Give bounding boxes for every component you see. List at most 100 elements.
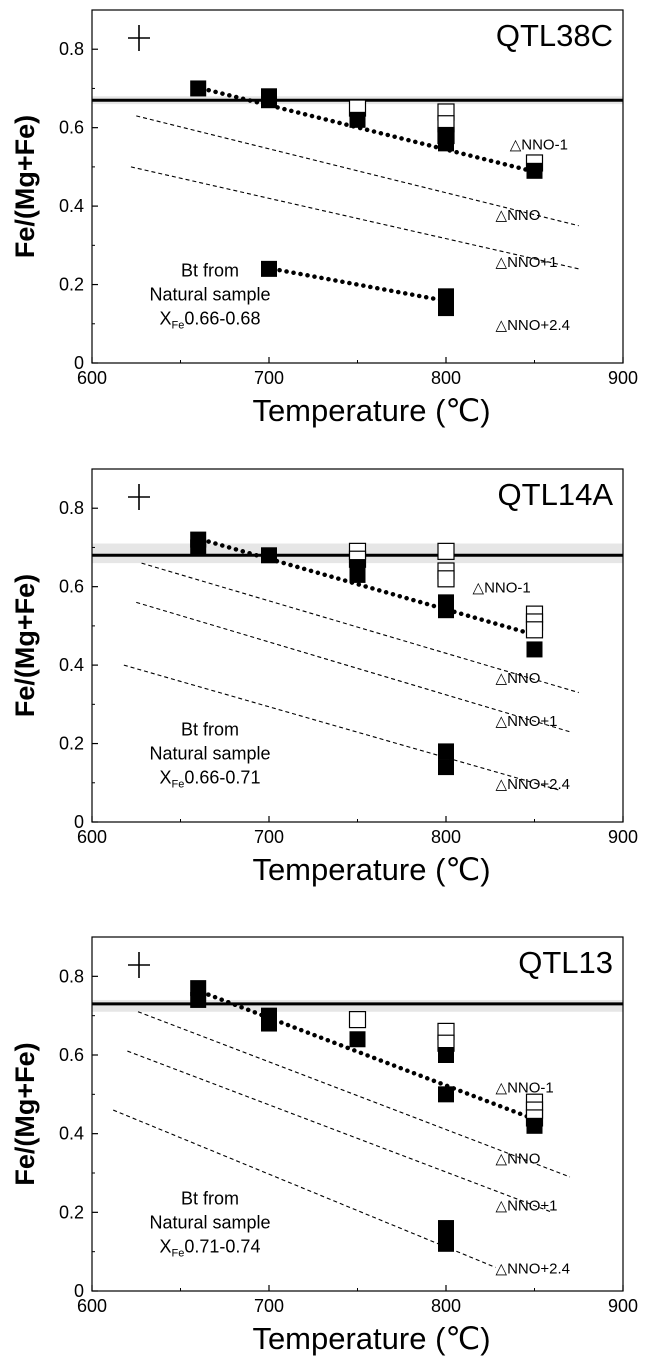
natural-sample-text-line1: Bt from bbox=[181, 261, 239, 281]
filled-square-marker bbox=[438, 300, 454, 317]
chart-panel: △NNO-1 △NNO △NNO+1 △NNO+2.4 600 700 800 900 0 0.2… bbox=[10, 468, 638, 887]
y-tick-label: 0.8 bbox=[59, 966, 84, 986]
x-fe-symbol: X bbox=[160, 1236, 172, 1256]
buffer-dashed-line bbox=[113, 1109, 496, 1268]
y-axis-label: Fe/(Mg+Fe) bbox=[10, 1042, 40, 1185]
buffer-dashed-line bbox=[136, 601, 571, 733]
natural-sample-text-line2: Natural sample bbox=[149, 1212, 270, 1232]
trend-dotted-line bbox=[199, 86, 534, 174]
trend-dotted-line bbox=[199, 537, 534, 636]
buffer-label: △NNO bbox=[496, 670, 541, 687]
plot-area: △NNO-1 △NNO △NNO+1 △NNO+2.4 bbox=[92, 531, 623, 793]
x-fe-range: 0.66-0.71 bbox=[184, 768, 260, 788]
x-fe-subscript: Fe bbox=[172, 1247, 185, 1259]
buffer-label: △NNO-1 bbox=[496, 1079, 554, 1096]
plot-frame bbox=[91, 9, 624, 364]
plot-area: △NNO-1 △NNO △NNO+1 △NNO+2.4 bbox=[92, 980, 623, 1277]
buffer-dashed-line bbox=[123, 664, 562, 792]
chart-panel: △NNO-1 △NNO △NNO+1 △NNO+2.4 600 700 800 900 0 0.2… bbox=[10, 9, 638, 428]
buffer-label: △NNO bbox=[496, 1150, 541, 1167]
filled-square-marker bbox=[438, 1235, 454, 1252]
x-tick-label: 700 bbox=[254, 368, 284, 388]
filled-square-marker bbox=[438, 1047, 454, 1063]
buffer-label: △NNO bbox=[496, 207, 541, 224]
x-tick-label: 600 bbox=[77, 827, 107, 847]
filled-square-marker bbox=[349, 1031, 366, 1048]
filled-square-marker bbox=[526, 1117, 543, 1134]
natural-sample-text-line1: Bt from bbox=[181, 1188, 239, 1208]
y-tick-label: 0 bbox=[74, 1281, 84, 1301]
x-fe-symbol: X bbox=[160, 768, 172, 788]
x-fe-subscript: Fe bbox=[172, 779, 185, 791]
x-fe-symbol: X bbox=[160, 309, 172, 329]
filled-square-marker bbox=[438, 1086, 454, 1103]
chart-panel: △NNO-1 △NNO △NNO+1 △NNO+2.4 600 700 800 900 0 0.2… bbox=[10, 936, 638, 1356]
x-fe-subscript: Fe bbox=[172, 320, 185, 332]
filled-square-marker bbox=[438, 759, 454, 776]
natural-sample-text-line1: Bt from bbox=[181, 720, 239, 740]
x-tick-label: 900 bbox=[608, 827, 638, 847]
buffer-label: △NNO-1 bbox=[510, 136, 568, 153]
y-tick-label: 0.6 bbox=[59, 1045, 84, 1065]
plot-frame bbox=[91, 468, 624, 823]
y-tick-label: 0.4 bbox=[59, 1124, 84, 1144]
open-square-marker bbox=[437, 542, 455, 560]
x-tick-label: 800 bbox=[431, 368, 461, 388]
y-tick-label: 0 bbox=[74, 812, 84, 832]
y-tick-label: 0.8 bbox=[59, 498, 84, 518]
x-tick-label: 600 bbox=[77, 368, 107, 388]
natural-sample-text-line3: XFe0.66-0.68 bbox=[160, 309, 261, 332]
x-axis-label: Temperature (℃) bbox=[252, 393, 490, 428]
buffer-dashed-line bbox=[141, 562, 579, 694]
plot-frame bbox=[91, 936, 624, 1292]
y-tick-label: 0.4 bbox=[59, 655, 84, 675]
filled-square-marker bbox=[261, 260, 277, 277]
trend-dotted-line bbox=[270, 266, 445, 303]
x-fe-range: 0.71-0.74 bbox=[184, 1236, 260, 1256]
x-axis-label: Temperature (℃) bbox=[252, 1321, 490, 1356]
natural-sample-text-line2: Natural sample bbox=[149, 744, 270, 764]
x-tick-label: 800 bbox=[431, 1296, 461, 1316]
filled-square-marker bbox=[190, 80, 207, 97]
filled-square-marker bbox=[438, 135, 454, 152]
open-square-marker bbox=[348, 1010, 367, 1029]
y-tick-label: 0.8 bbox=[59, 39, 84, 59]
y-tick-label: 0 bbox=[74, 353, 84, 373]
x-tick-label: 700 bbox=[254, 1296, 284, 1316]
filled-square-marker bbox=[261, 1015, 277, 1032]
filled-square-marker bbox=[190, 991, 207, 1008]
filled-square-marker bbox=[349, 111, 366, 128]
buffer-dashed-line bbox=[136, 115, 579, 227]
y-axis-label: Fe/(Mg+Fe) bbox=[10, 574, 40, 717]
x-tick-label: 900 bbox=[608, 1296, 638, 1316]
x-fe-range: 0.66-0.68 bbox=[184, 309, 260, 329]
x-tick-label: 700 bbox=[254, 827, 284, 847]
buffer-label: △NNO+2.4 bbox=[496, 776, 570, 793]
x-tick-label: 800 bbox=[431, 827, 461, 847]
open-square-marker bbox=[525, 621, 544, 639]
buffer-dashed-line bbox=[127, 1050, 553, 1213]
y-tick-label: 0.4 bbox=[59, 196, 84, 216]
x-axis-label: Temperature (℃) bbox=[252, 852, 490, 887]
filled-square-marker bbox=[438, 1220, 454, 1237]
trend-dotted-line bbox=[199, 989, 534, 1121]
buffer-label: △NNO+2.4 bbox=[496, 1260, 570, 1277]
y-tick-label: 0.2 bbox=[59, 1202, 84, 1222]
open-square-marker bbox=[437, 570, 455, 588]
buffer-label: △NNO-1 bbox=[473, 580, 531, 597]
filled-square-marker bbox=[526, 641, 543, 658]
buffer-label: △NNO+1 bbox=[496, 713, 558, 730]
filled-square-marker bbox=[526, 162, 543, 179]
plot-area: △NNO-1 △NNO △NNO+1 △NNO+2.4 bbox=[92, 80, 623, 334]
panel-title: QTL14A bbox=[498, 477, 614, 512]
y-tick-label: 0.2 bbox=[59, 275, 84, 295]
filled-square-marker bbox=[438, 743, 454, 760]
buffer-dashed-line bbox=[137, 1011, 571, 1178]
buffer-label: △NNO+1 bbox=[496, 254, 558, 271]
panel-title: QTL13 bbox=[518, 945, 613, 980]
buffer-label: △NNO+1 bbox=[496, 1197, 558, 1214]
filled-square-marker bbox=[261, 92, 277, 109]
natural-sample-band bbox=[92, 999, 623, 1012]
x-tick-label: 900 bbox=[608, 368, 638, 388]
